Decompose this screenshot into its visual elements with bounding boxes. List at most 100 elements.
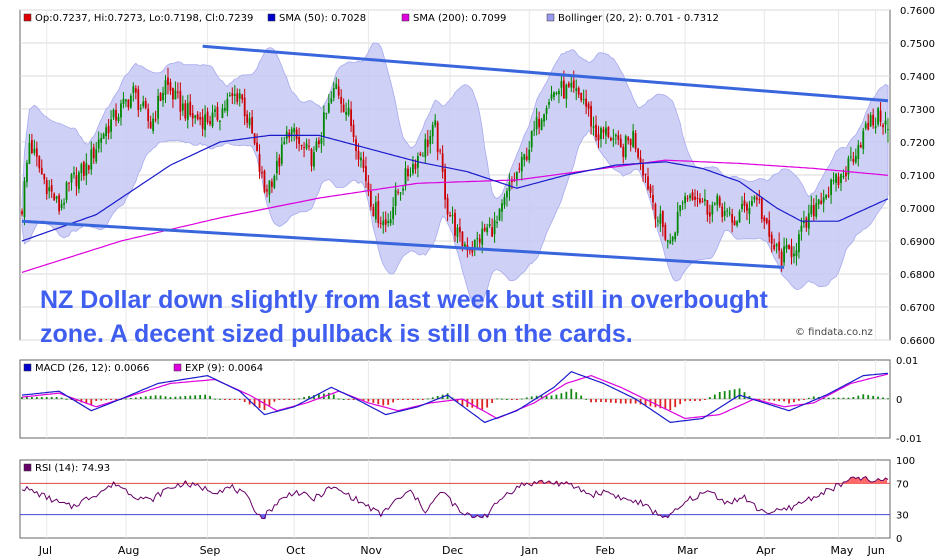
candle-body bbox=[280, 144, 283, 164]
candle-body bbox=[538, 118, 541, 128]
candle-body bbox=[671, 236, 674, 241]
macd-histogram-bar bbox=[491, 399, 494, 403]
x-tick-label: Oct bbox=[286, 544, 306, 557]
price-tick-label: 0.7200 bbox=[900, 138, 935, 149]
candle-body bbox=[570, 82, 573, 88]
rsi-overbought-fill bbox=[859, 480, 863, 484]
macd-histogram-bar bbox=[506, 398, 508, 400]
candle-body bbox=[642, 164, 644, 176]
candle-body bbox=[686, 198, 689, 200]
macd-histogram-bar bbox=[654, 399, 657, 408]
candle-body bbox=[58, 195, 61, 212]
candle-body bbox=[266, 189, 268, 192]
macd-histogram-bar bbox=[154, 395, 157, 399]
macd-histogram-bar bbox=[115, 399, 117, 400]
rsi-overbought-fill bbox=[882, 480, 885, 484]
macd-histogram-bar bbox=[461, 399, 464, 407]
candle-body bbox=[679, 205, 682, 212]
legend-swatch bbox=[401, 13, 410, 22]
macd-histogram-bar bbox=[560, 393, 563, 399]
candle-body bbox=[206, 111, 209, 123]
candle-body bbox=[350, 109, 352, 126]
candle-body bbox=[65, 182, 68, 200]
macd-histogram-bar bbox=[308, 396, 310, 399]
price-tick-label: 0.6600 bbox=[900, 336, 935, 347]
candle-body bbox=[822, 197, 825, 203]
candle-body bbox=[587, 103, 590, 109]
rsi-overbought-fill bbox=[872, 481, 875, 484]
price-tick-label: 0.7000 bbox=[900, 204, 935, 215]
macd-histogram-bar bbox=[268, 399, 271, 406]
candle-body bbox=[746, 204, 748, 211]
macd-histogram-bar bbox=[590, 399, 592, 403]
macd-histogram-bar bbox=[194, 395, 197, 399]
macd-histogram-bar bbox=[397, 399, 399, 400]
price-tick-label: 0.7100 bbox=[900, 171, 935, 182]
candle-body bbox=[884, 120, 887, 125]
candle-body bbox=[691, 192, 694, 200]
macd-histogram-bar bbox=[134, 397, 137, 399]
candle-body bbox=[864, 123, 867, 129]
candle-body bbox=[847, 158, 850, 175]
macd-histogram-bar bbox=[525, 397, 528, 399]
candle-body bbox=[374, 202, 377, 220]
macd-histogram-bar bbox=[174, 396, 177, 399]
candle-body bbox=[528, 149, 531, 161]
macd-histogram-bar bbox=[550, 395, 553, 399]
candle-body bbox=[525, 156, 528, 160]
candle-body bbox=[342, 104, 345, 112]
candle-body bbox=[778, 241, 781, 251]
candle-body bbox=[887, 129, 889, 131]
macd-histogram-bar bbox=[362, 399, 365, 401]
macd-histogram-bar bbox=[783, 399, 785, 402]
x-tick-label: Dec bbox=[442, 544, 463, 557]
macd-histogram-bar bbox=[644, 399, 647, 406]
macd-histogram-bar bbox=[535, 395, 538, 399]
candle-body bbox=[760, 197, 763, 219]
rsi-tick-label: 30 bbox=[896, 511, 909, 522]
candle-body bbox=[377, 201, 380, 224]
candle-body bbox=[181, 103, 184, 111]
candle-body bbox=[496, 221, 498, 224]
candle-body bbox=[463, 244, 466, 249]
candle-body bbox=[508, 182, 511, 191]
candle-body bbox=[251, 117, 254, 134]
candle-body bbox=[110, 119, 112, 132]
price-tick-label: 0.7400 bbox=[900, 72, 935, 83]
candle-body bbox=[788, 245, 790, 249]
candle-body bbox=[664, 224, 667, 240]
candle-body bbox=[407, 168, 409, 177]
macd-histogram-bar bbox=[110, 399, 112, 400]
macd-histogram-bar bbox=[372, 399, 375, 403]
macd-histogram-bar bbox=[169, 397, 172, 399]
macd-histogram-bar bbox=[248, 399, 251, 405]
candle-body bbox=[830, 179, 832, 195]
macd-histogram-bar bbox=[55, 397, 58, 399]
candle-body bbox=[622, 146, 625, 157]
macd-histogram-bar bbox=[273, 399, 276, 402]
candle-body bbox=[424, 139, 427, 158]
candle-body bbox=[75, 175, 78, 187]
candle-body bbox=[751, 200, 753, 206]
candle-body bbox=[827, 195, 830, 197]
candle-body bbox=[421, 155, 424, 157]
candle-body bbox=[473, 239, 476, 250]
candle-body bbox=[300, 144, 303, 146]
candle-body bbox=[832, 180, 835, 182]
candle-body bbox=[139, 107, 142, 110]
candle-body bbox=[243, 97, 246, 117]
macd-histogram-bar bbox=[798, 399, 800, 401]
candle-body bbox=[859, 145, 862, 148]
candle-body bbox=[176, 91, 179, 93]
macd-histogram-bar bbox=[778, 399, 781, 402]
x-tick-label: Feb bbox=[595, 544, 614, 557]
macd-histogram-bar bbox=[605, 399, 607, 403]
x-tick-label: Aug bbox=[118, 544, 139, 557]
candle-body bbox=[219, 120, 221, 122]
macd-histogram-bar bbox=[431, 397, 434, 399]
candle-body bbox=[763, 217, 766, 222]
legend-label: SMA (200): 0.7099 bbox=[413, 13, 506, 24]
candle-body bbox=[605, 127, 607, 136]
candle-body bbox=[845, 172, 847, 177]
